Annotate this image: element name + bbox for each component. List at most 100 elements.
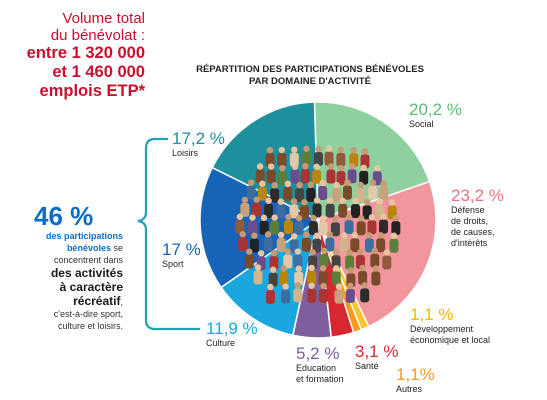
person-body (307, 270, 317, 285)
person-body (312, 203, 322, 218)
person-body (259, 220, 269, 235)
person-head (333, 265, 340, 272)
person-body (266, 169, 276, 184)
person-head (376, 198, 383, 205)
person-head (294, 248, 302, 255)
slice-percent-developpement: 1,1 % (410, 305, 454, 324)
person-head (319, 179, 326, 187)
person-body (367, 220, 377, 235)
person-body (301, 237, 311, 252)
slice-name-sport: Sport (162, 259, 184, 269)
slice-name-social: Social (409, 119, 434, 129)
slice-label-sport: 17 % Sport (162, 241, 201, 270)
slice-name-defense-4: d'intérêts (451, 238, 488, 248)
person-body (371, 271, 381, 286)
person-head (267, 163, 275, 170)
slice-percent-loisirs: 17,2 % (172, 129, 225, 148)
person-head (357, 215, 365, 222)
person-body (338, 203, 348, 218)
person-body (334, 289, 344, 304)
person-head (271, 214, 278, 221)
person-head (325, 145, 333, 152)
person-body (235, 219, 245, 234)
person-head (313, 232, 321, 239)
person-head (357, 181, 364, 189)
person-body (265, 289, 275, 304)
person-body (312, 169, 322, 184)
person-head (383, 249, 390, 256)
chart-title-line-1: RÉPARTITION DES PARTICIPATIONS BÉNÉVOLES (196, 64, 424, 75)
slice-name-loisirs: Loisirs (172, 148, 199, 158)
person-head (361, 282, 368, 289)
summary-text-6: à caractère (59, 280, 123, 294)
slice-name-developpement-1: Développement (410, 324, 474, 334)
person-head (347, 282, 354, 290)
person-body (382, 255, 392, 270)
person-body (350, 238, 360, 253)
person-head (390, 232, 398, 239)
person-body (336, 152, 346, 167)
person-head (303, 145, 310, 152)
slice-name-defense-1: Défense (451, 205, 485, 215)
slice-percent-sport: 17 % (162, 240, 201, 259)
person-head (279, 164, 286, 172)
pie-slice-7 (199, 166, 320, 289)
summary-text-9: c'est-à-dire sport, (53, 309, 123, 319)
person-head (372, 265, 380, 272)
person-head (310, 214, 317, 222)
person-head (308, 264, 315, 272)
person-body (264, 203, 274, 218)
person-body (345, 255, 355, 270)
person-head (339, 197, 346, 204)
person-head (344, 179, 351, 186)
person-body (336, 171, 346, 186)
chart-title-line-2: PAR DOMAINE D'ACTIVITÉ (249, 76, 371, 87)
person-head (326, 197, 334, 204)
person-head (264, 231, 272, 238)
slice-label-culture: 11,9 % Culture (206, 320, 258, 349)
person-body (249, 238, 259, 253)
person-head (247, 179, 255, 186)
person-body (330, 222, 340, 237)
summary-text-3: se (113, 243, 123, 253)
summary-percent: 46 % (34, 201, 94, 231)
person-head (326, 231, 334, 238)
slice-percent-culture: 11,9 % (206, 319, 258, 338)
person-body (283, 186, 293, 201)
person-head (277, 198, 285, 205)
person-head (280, 265, 287, 272)
person-head (368, 214, 376, 221)
person-head (359, 264, 366, 272)
person-body (331, 255, 341, 270)
summary-text-8: , (120, 297, 123, 307)
person-head (284, 180, 292, 188)
person-body (389, 238, 399, 253)
person-head (392, 214, 400, 222)
person-head (315, 145, 322, 153)
person-body (319, 288, 329, 303)
person-body (318, 271, 328, 286)
person-body (318, 221, 328, 236)
person-body (252, 202, 262, 217)
slice-name-education-1: Education (296, 363, 337, 373)
person-head (307, 181, 314, 189)
summary-text-7: récréatif (73, 294, 121, 308)
person-head (301, 198, 308, 206)
summary-text: des participations bénévoles se concentr… (8, 230, 123, 332)
person-head (278, 146, 286, 154)
person-head (253, 196, 260, 203)
person-head (388, 199, 396, 206)
person-head (351, 232, 359, 239)
person-body (347, 169, 357, 184)
person-head (332, 216, 339, 223)
person-body (246, 185, 256, 200)
person-body (332, 188, 342, 203)
person-head (320, 247, 328, 255)
person-head (332, 248, 340, 256)
chart-title: RÉPARTITION DES PARTICIPATIONS BÉNÉVOLES… (185, 64, 435, 88)
person-body (289, 152, 299, 167)
summary-text-5: des activités (50, 266, 123, 280)
person-body (293, 288, 303, 303)
slice-label-sante: 3,1 % Santé (355, 343, 398, 372)
person-head (313, 197, 321, 204)
